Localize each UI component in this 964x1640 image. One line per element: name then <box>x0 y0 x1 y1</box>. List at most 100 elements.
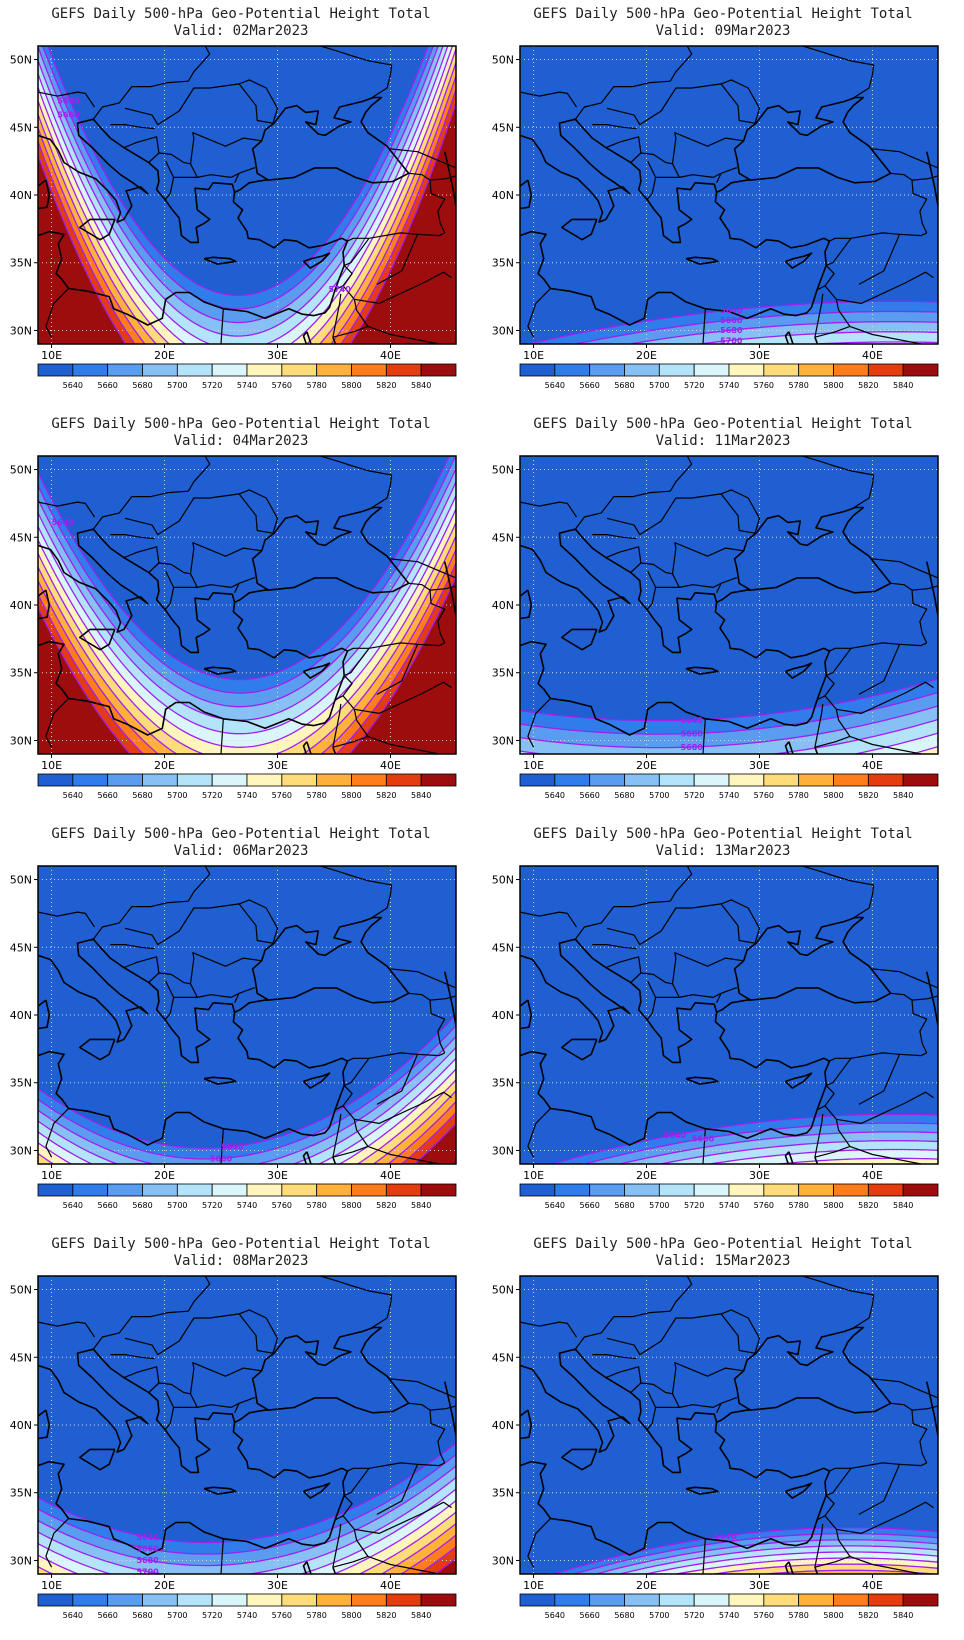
coastline <box>925 561 938 616</box>
country-border <box>332 1113 342 1158</box>
legend-swatch <box>728 1183 765 1197</box>
country-border <box>716 1403 722 1414</box>
country-border <box>343 1462 445 1496</box>
country-border <box>38 1321 95 1338</box>
country-border <box>716 993 722 1004</box>
legend-level-label: 5640 <box>545 791 565 800</box>
legend-level-label: 5840 <box>411 1611 431 1620</box>
country-border <box>92 900 189 940</box>
height-band-fill <box>435 1558 456 1574</box>
legend-level-label: 5780 <box>306 791 326 800</box>
country-border <box>390 558 456 579</box>
lon-tick-label: 30E <box>267 349 288 362</box>
legend-level-label: 5740 <box>719 1201 739 1210</box>
coastline <box>203 666 237 675</box>
contour-line <box>38 1500 456 1574</box>
legend-swatch <box>107 773 143 787</box>
coastline <box>561 628 598 651</box>
contour-line <box>617 1131 938 1164</box>
country-border <box>238 167 255 174</box>
contour-line <box>38 481 456 721</box>
coastline <box>203 1076 237 1085</box>
legend-level-label: 5800 <box>823 381 843 390</box>
country-border <box>110 534 155 540</box>
legend-swatch <box>420 1593 457 1607</box>
contour-label: 5660 <box>681 729 704 738</box>
lon-tick-label: 20E <box>154 1579 175 1592</box>
coastline <box>520 1326 892 1474</box>
lat-tick-label: 45N <box>492 1351 514 1364</box>
country-border <box>655 582 722 588</box>
country-border <box>671 1393 680 1408</box>
country-border <box>408 992 456 1001</box>
country-border <box>318 866 393 920</box>
coastline <box>203 1486 237 1495</box>
country-border <box>858 234 901 285</box>
legend-swatch <box>246 363 283 377</box>
country-border <box>592 124 637 130</box>
country-border <box>911 1410 928 1464</box>
contour-line <box>709 1563 938 1574</box>
height-band-fill <box>38 576 456 754</box>
coastline <box>332 336 337 344</box>
coastline <box>306 1151 312 1164</box>
contour-label: 5740 <box>329 285 352 294</box>
country-border <box>123 136 160 163</box>
country-border <box>527 288 551 338</box>
country-border <box>646 570 657 611</box>
lon-tick-label: 30E <box>749 1579 770 1592</box>
panel-valid-date: Valid: 02Mar2023 <box>173 23 309 39</box>
legend-level-label: 5720 <box>684 791 704 800</box>
coastline <box>302 1151 308 1164</box>
legend-swatch <box>176 363 213 377</box>
country-border <box>429 1000 446 1054</box>
contour-line <box>41 46 434 310</box>
legend-level-label: 5700 <box>649 1611 669 1620</box>
country-border <box>671 983 680 998</box>
contour-label: 5640 <box>681 716 704 725</box>
coastline <box>788 1151 794 1164</box>
legend-swatch <box>554 1183 591 1197</box>
legend-swatch <box>316 363 352 377</box>
lat-tick-label: 45N <box>10 1351 32 1364</box>
legend-swatch <box>833 363 869 377</box>
country-border <box>408 582 456 591</box>
country-border <box>825 1052 927 1086</box>
legend-level-label: 5720 <box>202 381 222 390</box>
country-border <box>376 644 419 695</box>
contour-line <box>38 576 456 754</box>
coastline <box>302 331 308 344</box>
contour-line <box>38 89 456 344</box>
coastline <box>520 506 892 654</box>
country-border <box>702 1128 706 1164</box>
country-border <box>911 180 928 234</box>
forecast-panel: GEFS Daily 500-hPa Geo-Potential Height … <box>0 410 482 820</box>
country-border <box>911 1000 928 1054</box>
legend-level-label: 5720 <box>684 381 704 390</box>
legend-swatch <box>176 1593 213 1607</box>
legend-swatch <box>211 1183 248 1197</box>
lon-tick-label: 10E <box>41 759 62 772</box>
lon-tick-label: 40E <box>380 759 401 772</box>
legend-swatch <box>211 1593 248 1607</box>
country-border <box>343 1052 445 1086</box>
legend-level-label: 5660 <box>97 791 117 800</box>
country-border <box>872 968 938 989</box>
legend-swatch <box>833 1593 869 1607</box>
country-border <box>45 1108 69 1158</box>
coastline <box>685 666 719 675</box>
legend-level-label: 5740 <box>237 381 257 390</box>
country-border <box>720 489 761 534</box>
lat-tick-label: 40N <box>492 599 514 612</box>
country-border <box>640 132 744 165</box>
country-border <box>390 968 456 989</box>
contour-label: 5660 <box>57 110 80 119</box>
contour-line <box>520 705 938 749</box>
legend-level-label: 5640 <box>545 381 565 390</box>
legend-level-label: 5840 <box>893 791 913 800</box>
coastline <box>302 741 308 754</box>
country-border <box>367 1145 440 1164</box>
country-border <box>110 124 155 130</box>
geopotential-height-map: 5640566056805700572050N45N40N35N30N10E20… <box>492 455 939 772</box>
panel-title: GEFS Daily 500-hPa Geo-Potential Height … <box>533 826 913 842</box>
